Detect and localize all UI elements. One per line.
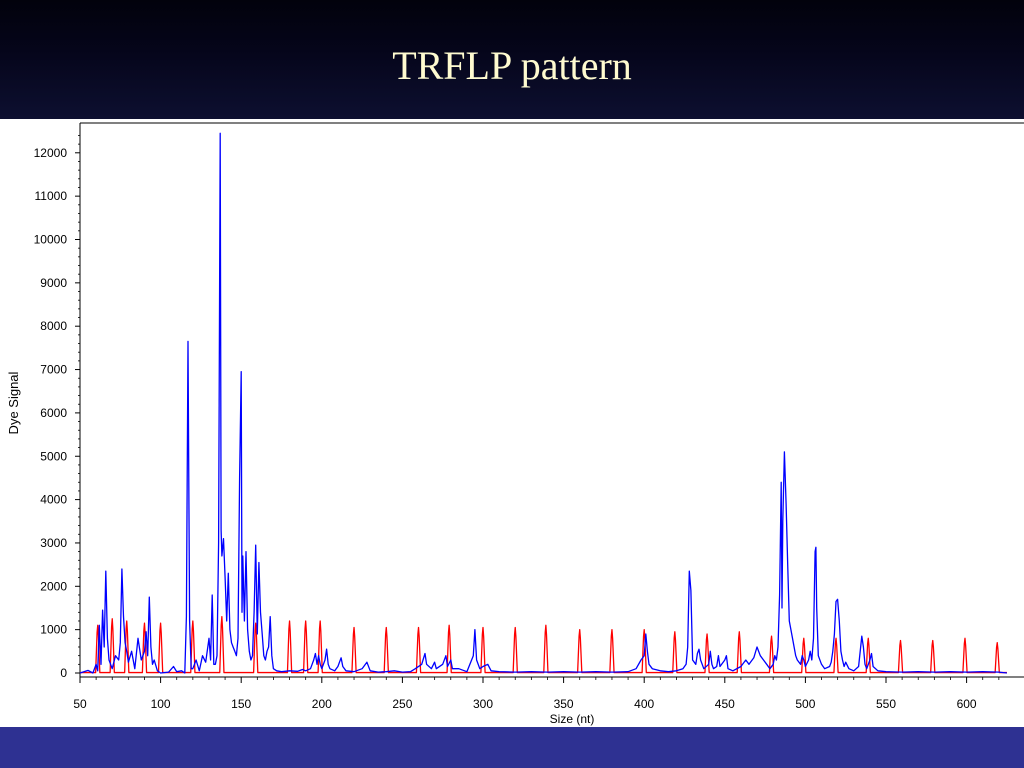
x-tick-label: 250 bbox=[392, 697, 412, 711]
y-tick-label: 11000 bbox=[35, 189, 68, 203]
x-tick-label: 450 bbox=[715, 697, 735, 711]
y-tick-label: 3000 bbox=[40, 536, 67, 550]
y-tick-label: 4000 bbox=[40, 493, 67, 507]
y-axis-label: Dye Signal bbox=[6, 371, 21, 434]
y-tick-label: 2000 bbox=[40, 579, 67, 593]
chart-panel: 0 1000 2000 3000 4000 5000 6000 7000 8000 9000 100… bbox=[0, 119, 1024, 727]
x-tick-label: 350 bbox=[554, 697, 574, 711]
slide-title: TRFLP pattern bbox=[392, 43, 632, 88]
series-blue-line bbox=[79, 132, 1007, 674]
x-tick-label: 550 bbox=[876, 697, 896, 711]
x-tick-label: 150 bbox=[231, 697, 251, 711]
y-tick-label: 1000 bbox=[40, 623, 67, 637]
trflp-chart: 0 1000 2000 3000 4000 5000 6000 7000 8000 9000 100… bbox=[6, 122, 1024, 726]
plot-frame bbox=[79, 122, 1024, 678]
y-axis-ticks: 0 1000 2000 3000 4000 5000 6000 7000 8000 9000 100… bbox=[34, 146, 80, 680]
y-tick-label: 9000 bbox=[40, 276, 67, 290]
y-tick-label: 10000 bbox=[34, 233, 68, 247]
x-tick-label: 500 bbox=[795, 697, 815, 711]
x-tick-label: 400 bbox=[634, 697, 654, 711]
x-tick-label: 600 bbox=[957, 697, 977, 711]
y-tick-label: 5000 bbox=[40, 449, 67, 463]
x-axis-label: Size (nt) bbox=[550, 712, 595, 726]
series-red-line bbox=[80, 615, 1007, 674]
minor-ticks bbox=[78, 135, 1000, 680]
y-tick-label: 8000 bbox=[40, 319, 67, 333]
y-tick-label: 7000 bbox=[40, 363, 67, 377]
x-axis-ticks: 50 100 150 200 250 300 350 400 450 500 550 600 bbox=[73, 677, 977, 711]
x-tick-label: 300 bbox=[473, 697, 493, 711]
x-tick-label: 50 bbox=[73, 697, 87, 711]
y-tick-label: 6000 bbox=[40, 406, 67, 420]
x-tick-label: 100 bbox=[151, 697, 171, 711]
y-tick-label: 0 bbox=[60, 666, 67, 680]
x-tick-label: 200 bbox=[312, 697, 332, 711]
y-tick-label: 12000 bbox=[34, 146, 68, 160]
series-layer bbox=[79, 132, 1007, 674]
footer-band bbox=[0, 727, 1024, 768]
